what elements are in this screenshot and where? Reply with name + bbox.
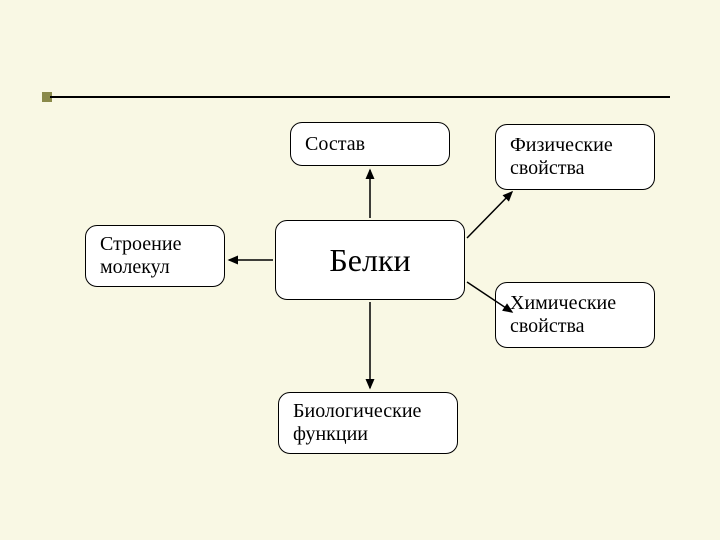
node-top: Состав — [290, 122, 450, 166]
node-label: Биологические функции — [293, 400, 443, 446]
node-right1: Физические свойства — [495, 124, 655, 190]
node-label: Строение молекул — [100, 233, 210, 279]
node-label: Состав — [305, 133, 365, 156]
node-label: Химические свойства — [510, 292, 640, 338]
node-center: Белки — [275, 220, 465, 300]
edge-center-right1 — [467, 192, 512, 238]
node-right2: Химические свойства — [495, 282, 655, 348]
node-label: Белки — [329, 242, 410, 279]
horizontal-rule — [50, 96, 670, 98]
node-label: Физические свойства — [510, 134, 640, 180]
node-left: Строение молекул — [85, 225, 225, 287]
node-bottom: Биологические функции — [278, 392, 458, 454]
